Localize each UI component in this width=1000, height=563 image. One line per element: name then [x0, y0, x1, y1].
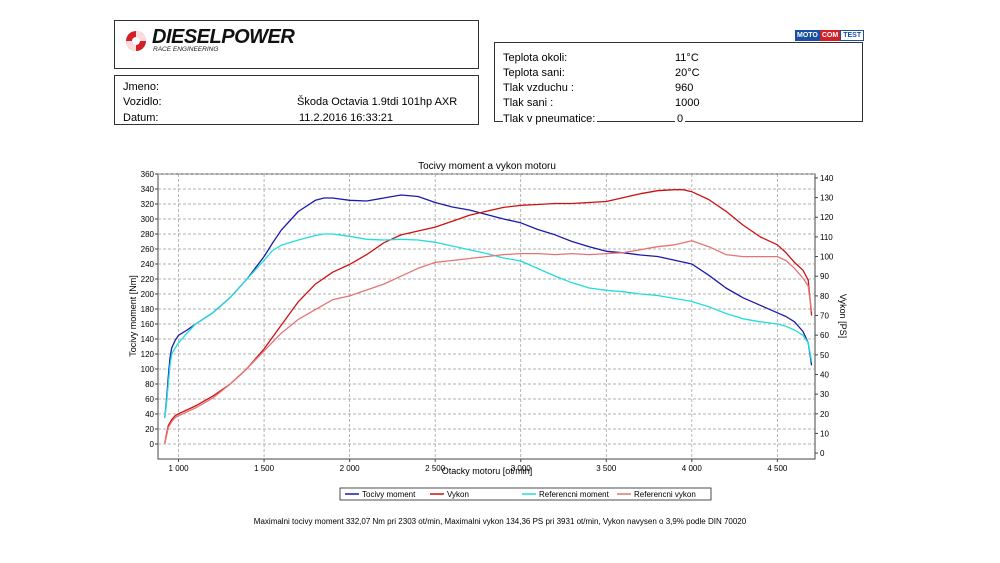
info-label-name: Jmeno:: [123, 81, 160, 93]
cond-value-tyre-pressure: 0: [675, 113, 686, 125]
badge-part-test: TEST: [840, 30, 865, 41]
left-tick-label: 280: [141, 230, 155, 239]
left-tick-label: 180: [141, 305, 155, 314]
right-tick-label: 100: [820, 253, 834, 262]
motocomtest-badge: MOTO COM TEST: [795, 30, 865, 41]
cond-value-air-pressure: 960: [675, 82, 694, 94]
x-axis-ticks: 1 000 1 500 2 000 2 500 3 000 3 500 4 000 4 500: [169, 459, 788, 473]
right-axis-ticks: 0 10 20 30 40 50 60 70 80 90 100 110 120 130 140: [815, 174, 834, 458]
brand-tagline: RACE ENGINEERING: [153, 46, 219, 53]
left-tick-label: 140: [141, 335, 155, 344]
series-lines: [164, 189, 813, 444]
right-tick-label: 80: [820, 292, 829, 301]
right-tick-label: 120: [820, 213, 834, 222]
left-tick-label: 60: [145, 395, 154, 404]
right-tick-label: 130: [820, 194, 834, 203]
conditions-panel: Teplota okoli: 11°C Teplota sani: 20°C T…: [494, 42, 863, 125]
left-tick-label: 40: [145, 410, 154, 419]
info-label-date: Datum:: [123, 112, 161, 124]
cond-label-tyre-pressure: Tlak v pneumatice:: [503, 113, 598, 125]
left-tick-label: 360: [141, 170, 155, 179]
legend-label-2: Vykon: [447, 490, 469, 499]
cond-value-intake-pressure: 1000: [675, 97, 700, 109]
dyno-chart: Tocivy moment a vykon motoru 0 20 40 60 80 10…: [128, 161, 848, 501]
cond-label-air-pressure: Tlak vzduchu :: [503, 82, 574, 94]
series-line-2: [164, 189, 813, 444]
logo-panel: DIESELPOWER RACE ENGINEERING: [114, 20, 479, 69]
cond-value-intake-temp: 20°C: [675, 67, 700, 79]
chart-title: Tocivy moment a vykon motoru: [418, 161, 556, 172]
turbo-logo-icon: [126, 31, 146, 51]
left-tick-label: 0: [150, 440, 155, 449]
x-tick-label: 3 000: [511, 464, 532, 473]
x-axis-label: Otacky motoru [ot/min]: [442, 466, 533, 476]
cond-label-ambient-temp: Teplota okoli:: [503, 52, 568, 64]
legend-label-1: Tocivy moment: [362, 490, 416, 499]
right-tick-label: 110: [820, 233, 833, 242]
left-tick-label: 320: [141, 200, 155, 209]
right-tick-label: 30: [820, 390, 829, 399]
left-tick-label: 80: [145, 380, 154, 389]
x-tick-label: 1 500: [254, 464, 275, 473]
x-tick-label: 3 500: [596, 464, 617, 473]
x-tick-label: 2 500: [425, 464, 446, 473]
right-tick-label: 140: [820, 174, 834, 183]
brand-name: DIESELPOWER: [152, 26, 295, 48]
left-tick-label: 160: [141, 320, 155, 329]
x-tick-label: 2 000: [340, 464, 361, 473]
grid-lines: [158, 173, 815, 459]
series-line-4: [164, 240, 813, 444]
right-tick-label: 90: [820, 272, 829, 281]
summary-footer: Maximalni tocivy moment 332,07 Nm pri 23…: [253, 517, 747, 526]
badge-part-com: COM: [819, 30, 841, 41]
info-label-vehicle: Vozidlo:: [123, 96, 162, 108]
left-tick-label: 100: [141, 365, 155, 374]
info-value-date: 11.2.2016 16:33:21: [297, 112, 395, 124]
cond-label-intake-temp: Teplota sani:: [503, 67, 565, 79]
right-tick-label: 0: [820, 449, 825, 458]
left-axis-label: Tocivy moment [Nm]: [128, 275, 138, 357]
legend-label-3: Referencni moment: [539, 490, 610, 499]
x-tick-label: 1 000: [169, 464, 190, 473]
right-tick-label: 20: [820, 410, 829, 419]
left-axis-ticks: 0 20 40 60 80 100 120 140 160 180 200 220 240 260 280 3…: [141, 170, 158, 449]
left-tick-label: 260: [141, 245, 155, 254]
right-tick-label: 40: [820, 370, 829, 379]
left-tick-label: 220: [141, 275, 155, 284]
left-tick-label: 20: [145, 425, 154, 434]
left-tick-label: 340: [141, 185, 155, 194]
right-tick-label: 60: [820, 331, 829, 340]
left-tick-label: 240: [141, 260, 155, 269]
right-tick-label: 70: [820, 312, 829, 321]
plot-area: [157, 173, 816, 460]
right-axis-label: Vykon [PS]: [838, 294, 848, 338]
left-tick-label: 200: [141, 290, 155, 299]
cond-label-intake-pressure: Tlak sani :: [503, 97, 554, 109]
x-tick-label: 4 500: [767, 464, 788, 473]
left-tick-label: 300: [141, 215, 155, 224]
legend-label-4: Referencni vykon: [634, 490, 696, 499]
badge-part-moto: MOTO: [795, 30, 820, 41]
left-tick-label: 120: [141, 350, 155, 359]
legend: Tocivy moment Vykon Referencni moment Refer…: [339, 487, 712, 501]
series-line-3: [164, 233, 813, 418]
vehicle-info-panel: Jmeno: Vozidlo: Škoda Octavia 1.9tdi 101…: [114, 75, 479, 125]
cond-value-ambient-temp: 11°C: [675, 52, 699, 64]
info-value-vehicle: Škoda Octavia 1.9tdi 101hp AXR: [297, 96, 458, 108]
x-tick-label: 4 000: [682, 464, 703, 473]
right-tick-label: 50: [820, 351, 829, 360]
right-tick-label: 10: [820, 429, 829, 438]
